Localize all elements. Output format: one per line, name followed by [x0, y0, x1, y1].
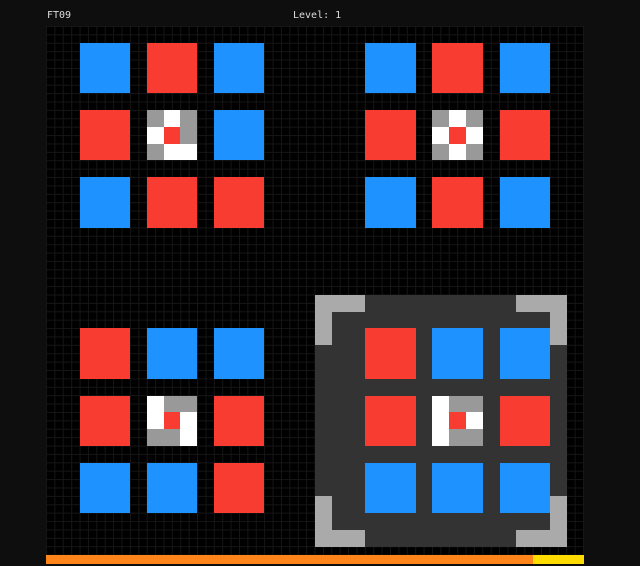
- blue-tile[interactable]: [79, 42, 130, 94]
- red-tile[interactable]: [214, 462, 265, 514]
- center-pattern-cell: [466, 412, 483, 430]
- center-pattern-cell: [146, 143, 164, 161]
- progress-bar-used: [46, 555, 534, 564]
- center-pattern-cell: [146, 429, 164, 446]
- center-pattern-cell: [180, 429, 198, 446]
- center-pattern-cell: [180, 412, 198, 430]
- center-pattern-cell: [163, 429, 181, 446]
- red-tile[interactable]: [79, 110, 130, 161]
- center-pattern-cell: [146, 412, 164, 430]
- center-pattern-cell: [432, 126, 450, 144]
- center-pattern-cell: [146, 395, 164, 413]
- red-tile[interactable]: [214, 177, 265, 228]
- blue-tile[interactable]: [499, 42, 550, 94]
- blue-tile[interactable]: [79, 177, 130, 228]
- corner-bracket: [550, 496, 567, 547]
- center-pattern-cell: [432, 429, 450, 446]
- red-tile[interactable]: [146, 177, 198, 228]
- level-label: Level: 1: [293, 10, 342, 21]
- red-tile[interactable]: [79, 328, 130, 379]
- center-pattern-cell: [466, 143, 483, 161]
- center-pattern-cell: [466, 126, 483, 144]
- blue-tile[interactable]: [432, 328, 483, 379]
- blue-tile[interactable]: [214, 42, 265, 94]
- red-tile[interactable]: [365, 110, 416, 161]
- red-tile[interactable]: [365, 395, 416, 446]
- corner-bracket: [314, 496, 332, 547]
- center-pattern-cell: [163, 395, 181, 413]
- center-pattern-cell: [163, 126, 181, 144]
- blue-tile[interactable]: [432, 462, 483, 514]
- center-pattern-cell: [432, 395, 450, 413]
- center-pattern-cell: [466, 395, 483, 413]
- blue-tile[interactable]: [365, 177, 416, 228]
- blue-tile[interactable]: [146, 328, 198, 379]
- center-pattern-cell: [432, 412, 450, 430]
- progress-bar-remaining: [533, 555, 584, 564]
- red-tile[interactable]: [499, 395, 550, 446]
- blue-tile[interactable]: [214, 328, 265, 379]
- center-pattern-cell: [180, 395, 198, 413]
- center-pattern-cell: [180, 110, 198, 127]
- red-tile[interactable]: [432, 177, 483, 228]
- center-pattern-cell: [466, 110, 483, 127]
- game-board[interactable]: [46, 26, 584, 564]
- blue-tile[interactable]: [365, 462, 416, 514]
- center-pattern-cell: [449, 412, 466, 430]
- blue-tile[interactable]: [214, 110, 265, 161]
- blue-tile[interactable]: [146, 462, 198, 514]
- red-tile[interactable]: [214, 395, 265, 446]
- center-pattern-cell: [163, 412, 181, 430]
- center-pattern-cell: [146, 126, 164, 144]
- corner-bracket: [550, 294, 567, 346]
- blue-tile[interactable]: [79, 462, 130, 514]
- center-pattern-cell: [449, 126, 466, 144]
- center-pattern-cell: [163, 143, 181, 161]
- blue-tile[interactable]: [499, 177, 550, 228]
- center-pattern-cell: [466, 429, 483, 446]
- corner-bracket: [314, 294, 332, 346]
- center-pattern-cell: [432, 143, 450, 161]
- center-pattern-cell: [163, 110, 181, 127]
- center-pattern-cell: [146, 110, 164, 127]
- center-pattern-cell: [449, 429, 466, 446]
- center-pattern-cell: [449, 395, 466, 413]
- red-tile[interactable]: [432, 42, 483, 94]
- center-pattern-cell: [449, 143, 466, 161]
- red-tile[interactable]: [365, 328, 416, 379]
- blue-tile[interactable]: [365, 42, 416, 94]
- red-tile[interactable]: [499, 110, 550, 161]
- center-pattern-cell: [180, 143, 198, 161]
- red-tile[interactable]: [146, 42, 198, 94]
- game-id: FT09: [47, 10, 72, 21]
- center-pattern-cell: [180, 126, 198, 144]
- red-tile[interactable]: [79, 395, 130, 446]
- center-pattern-cell: [432, 110, 450, 127]
- blue-tile[interactable]: [499, 328, 550, 379]
- center-pattern-cell: [449, 110, 466, 127]
- blue-tile[interactable]: [499, 462, 550, 514]
